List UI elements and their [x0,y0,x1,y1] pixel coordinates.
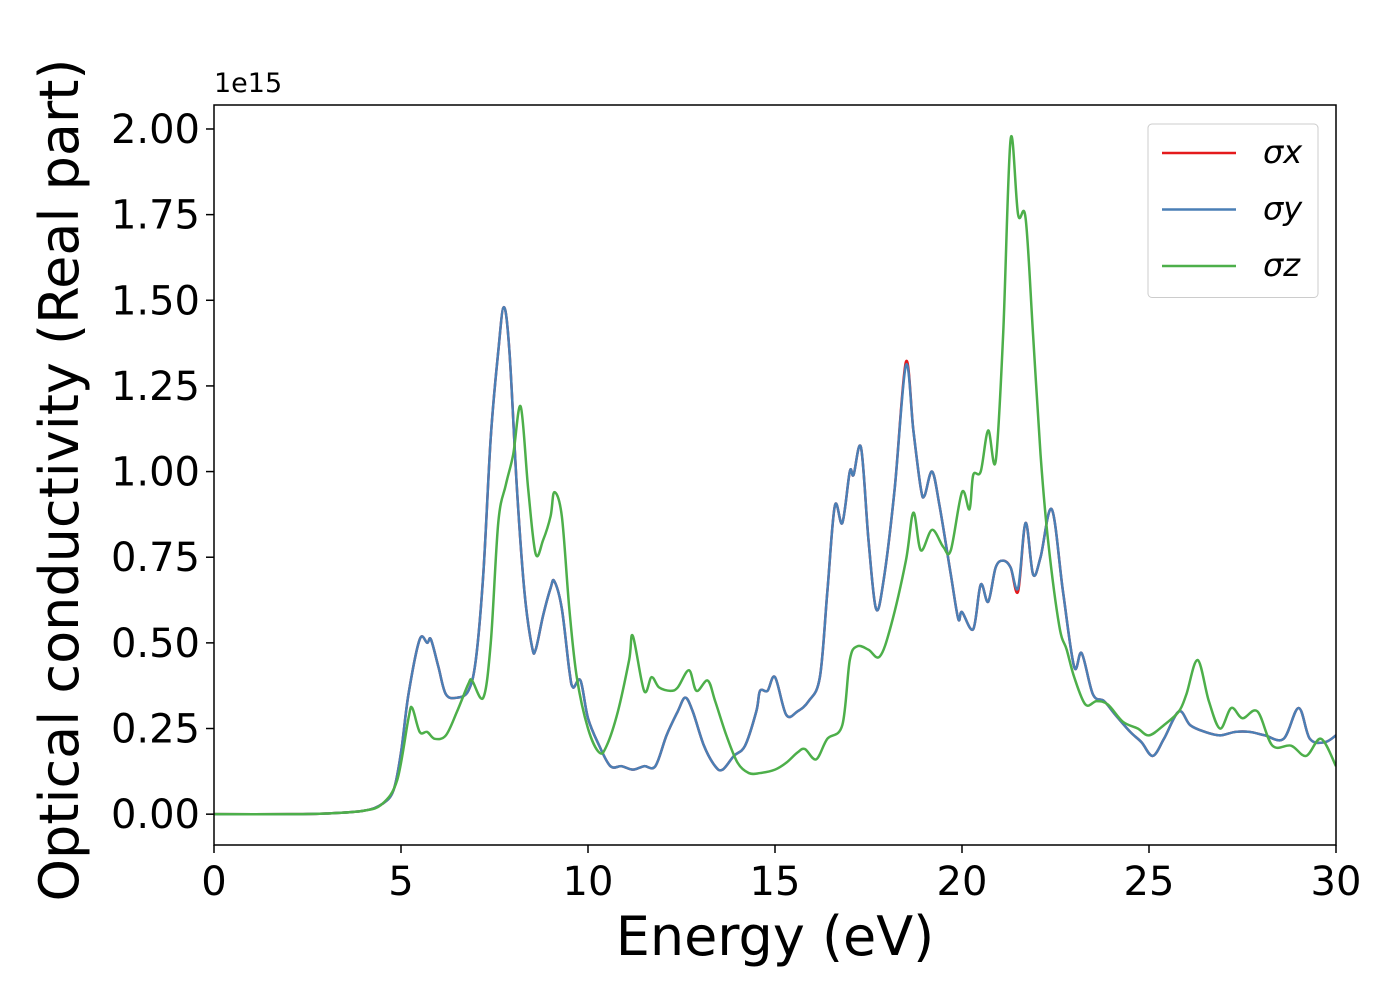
x-tick-label: 5 [388,859,413,905]
y-tick-label: 0.00 [111,792,200,838]
y-tick-label: 0.25 [111,707,200,753]
x-tick-label: 0 [201,859,226,905]
x-axis-label: Energy (eV) [616,905,935,968]
y-tick-label: 0.75 [111,535,200,581]
plot-lines [214,134,1336,816]
y-tick-label: 1.25 [111,364,200,410]
plot-frame [213,104,1337,846]
series-line [214,134,1336,816]
legend-label: σy [1263,190,1303,228]
y-tick-label: 1.00 [111,450,200,496]
y-tick-label: 2.00 [111,107,200,153]
x-tick-label: 20 [937,859,988,905]
x-tick-label: 30 [1311,859,1362,905]
y-axis-label: Optical conductivity (Real part) [28,59,91,902]
y-tick-label: 0.50 [111,621,200,667]
x-tick-label: 10 [563,859,614,905]
series-line [214,305,1336,816]
y-tick-label: 1.75 [111,193,200,239]
legend-label: σz [1263,246,1301,284]
x-tick-label: 25 [1124,859,1175,905]
legend-label: σx [1263,133,1303,171]
y-tick-label: 1.50 [111,278,200,324]
offset-label: 1e15 [214,68,282,99]
x-tick-label: 15 [750,859,801,905]
series-line [214,305,1336,816]
